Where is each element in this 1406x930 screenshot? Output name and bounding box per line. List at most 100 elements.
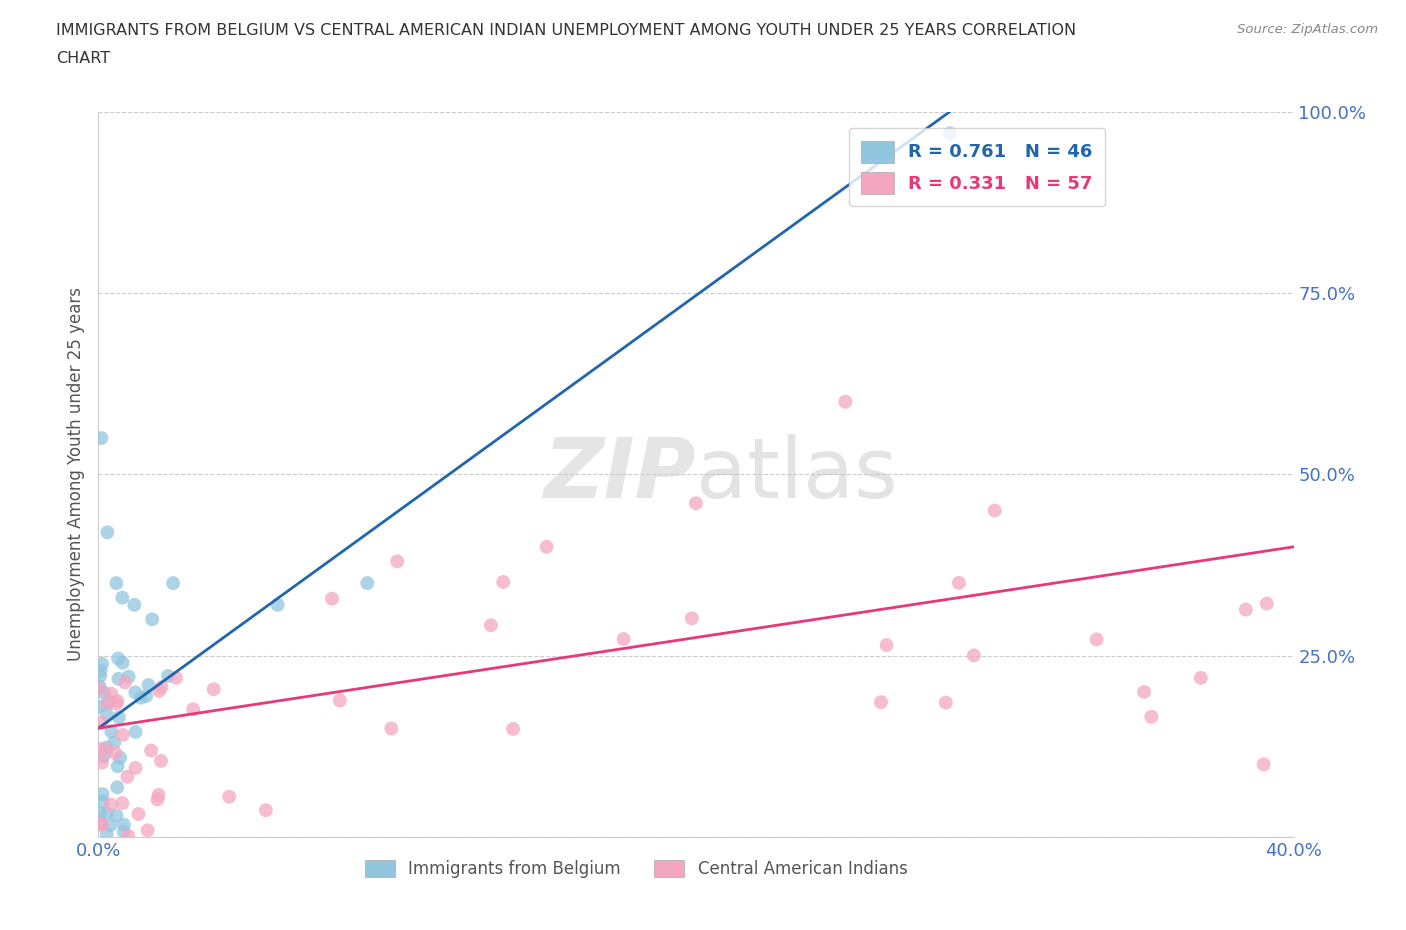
- Point: [112, 824, 135, 839]
- Point: [96, 696, 118, 711]
- Point: [141, 612, 163, 627]
- Point: [96, 742, 118, 757]
- Point: [321, 591, 343, 606]
- Point: [356, 576, 378, 591]
- Point: [267, 597, 290, 612]
- Y-axis label: Unemployment Among Youth under 25 years: Unemployment Among Youth under 25 years: [66, 287, 84, 661]
- Point: [613, 631, 636, 646]
- Point: [107, 671, 129, 686]
- Point: [138, 678, 160, 693]
- Point: [129, 690, 152, 705]
- Point: [93, 685, 115, 700]
- Point: [502, 722, 524, 737]
- Point: [329, 693, 352, 708]
- Point: [89, 817, 111, 832]
- Point: [685, 496, 707, 511]
- Point: [93, 749, 115, 764]
- Point: [939, 126, 962, 140]
- Point: [104, 746, 127, 761]
- Text: Source: ZipAtlas.com: Source: ZipAtlas.com: [1237, 23, 1378, 36]
- Point: [91, 755, 114, 770]
- Point: [218, 790, 240, 804]
- Point: [105, 697, 128, 711]
- Point: [181, 702, 204, 717]
- Point: [107, 694, 129, 709]
- Point: [111, 727, 134, 742]
- Point: [1085, 631, 1108, 646]
- Point: [96, 740, 118, 755]
- Point: [127, 806, 149, 821]
- Point: [91, 787, 114, 802]
- Point: [202, 682, 225, 697]
- Point: [124, 724, 146, 739]
- Point: [111, 796, 134, 811]
- Point: [136, 823, 159, 838]
- Point: [146, 792, 169, 807]
- Point: [111, 656, 134, 671]
- Point: [963, 648, 986, 663]
- Point: [385, 554, 409, 569]
- Point: [90, 431, 112, 445]
- Point: [948, 576, 970, 591]
- Point: [89, 741, 111, 756]
- Point: [1256, 596, 1278, 611]
- Point: [100, 817, 122, 832]
- Point: [96, 827, 118, 842]
- Text: ZIP: ZIP: [543, 433, 696, 515]
- Point: [98, 695, 121, 710]
- Point: [100, 797, 122, 812]
- Point: [96, 525, 118, 539]
- Point: [1189, 671, 1212, 685]
- Point: [876, 638, 898, 653]
- Point: [89, 805, 111, 820]
- Point: [380, 721, 402, 736]
- Text: atlas: atlas: [696, 433, 897, 515]
- Point: [162, 576, 184, 591]
- Point: [1140, 710, 1163, 724]
- Point: [1234, 602, 1257, 617]
- Point: [1253, 757, 1275, 772]
- Point: [108, 751, 131, 765]
- Point: [124, 685, 146, 700]
- Point: [105, 808, 128, 823]
- Point: [91, 793, 114, 808]
- Point: [103, 735, 125, 750]
- Point: [96, 707, 118, 722]
- Point: [150, 753, 173, 768]
- Point: [89, 699, 111, 714]
- Point: [112, 817, 135, 832]
- Point: [107, 651, 129, 666]
- Point: [118, 670, 141, 684]
- Point: [1133, 684, 1156, 699]
- Text: CHART: CHART: [56, 51, 110, 66]
- Point: [479, 618, 502, 632]
- Point: [89, 815, 111, 830]
- Point: [111, 591, 134, 605]
- Text: IMMIGRANTS FROM BELGIUM VS CENTRAL AMERICAN INDIAN UNEMPLOYMENT AMONG YOUTH UNDE: IMMIGRANTS FROM BELGIUM VS CENTRAL AMERI…: [56, 23, 1077, 38]
- Point: [984, 503, 1007, 518]
- Point: [96, 806, 118, 821]
- Point: [91, 817, 114, 831]
- Point: [100, 724, 122, 739]
- Point: [91, 657, 114, 671]
- Point: [89, 679, 111, 694]
- Point: [117, 769, 139, 784]
- Point: [935, 696, 957, 711]
- Point: [681, 611, 703, 626]
- Point: [536, 539, 558, 554]
- Point: [834, 394, 856, 409]
- Point: [117, 829, 139, 844]
- Point: [135, 688, 157, 703]
- Point: [89, 669, 111, 684]
- Point: [870, 695, 893, 710]
- Point: [150, 680, 173, 695]
- Point: [148, 788, 170, 803]
- Point: [107, 759, 129, 774]
- Point: [108, 710, 131, 724]
- Point: [100, 686, 122, 701]
- Point: [87, 682, 110, 697]
- Point: [114, 675, 136, 690]
- Point: [492, 575, 515, 590]
- Point: [124, 761, 146, 776]
- Point: [105, 576, 128, 591]
